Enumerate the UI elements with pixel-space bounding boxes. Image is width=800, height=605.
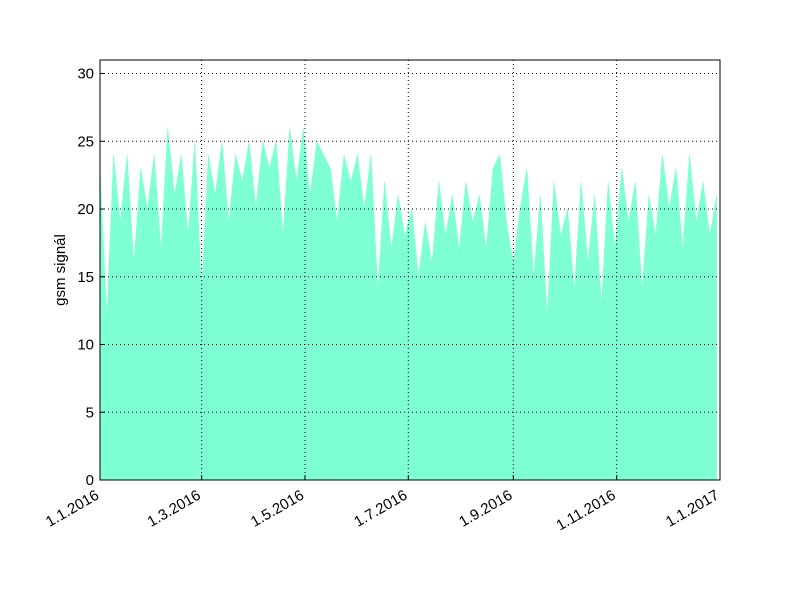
- y-tick-label: 10: [77, 337, 94, 354]
- y-tick-label: 0: [86, 472, 94, 489]
- y-tick-label: 20: [77, 201, 94, 218]
- x-tick-label: 1.1.2017: [663, 487, 722, 531]
- y-tick-label: 25: [77, 133, 94, 150]
- y-axis-label: gsm signál: [52, 234, 69, 306]
- y-tick-label: 30: [77, 66, 94, 83]
- x-tick-label: 1.1.2016: [43, 487, 102, 531]
- x-tick-label: 1.7.2016: [351, 487, 410, 531]
- x-tick-label: 1.9.2016: [456, 487, 515, 531]
- x-tick-label: 1.11.2016: [553, 487, 618, 535]
- area: [99, 127, 717, 481]
- x-tick-label: 1.3.2016: [145, 487, 204, 531]
- y-tick-label: 5: [86, 404, 94, 421]
- plot-frame: [99, 59, 721, 481]
- y-tick-label: 15: [77, 269, 94, 286]
- x-tick-label: 1.5.2016: [248, 487, 307, 531]
